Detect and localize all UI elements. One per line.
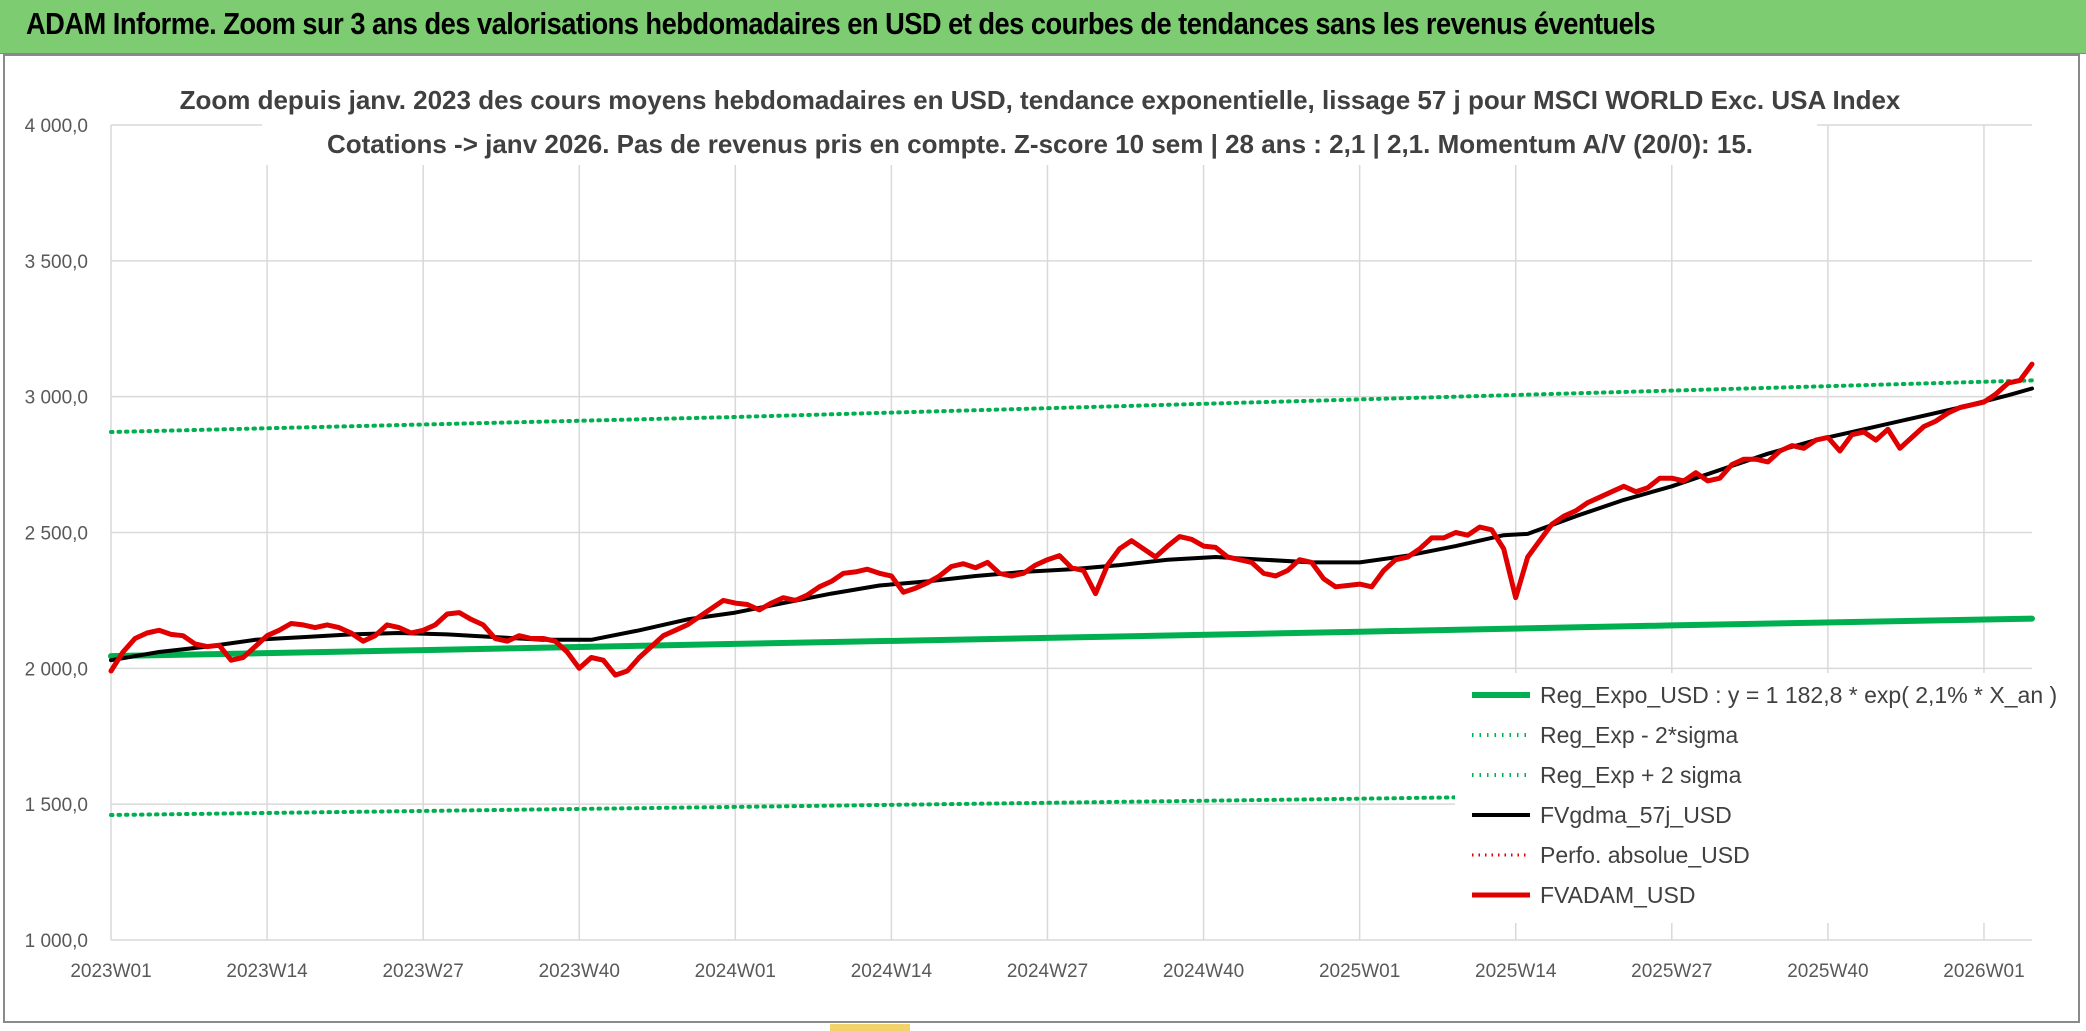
x-tick-label: 2025W01 bbox=[1319, 961, 1400, 982]
banner-title: ADAM Informe. Zoom sur 3 ans des valoris… bbox=[26, 6, 1656, 41]
y-tick-label: 1 000,0 bbox=[25, 931, 88, 952]
y-axis-tick-labels: 1 000,0 1 500,0 2 000,0 2 500,0 3 000,0 3 500… bbox=[25, 116, 88, 952]
x-tick-label: 2023W27 bbox=[382, 961, 463, 982]
x-tick-label: 2026W01 bbox=[1943, 961, 2024, 982]
title-background bbox=[262, 79, 1817, 165]
legend-label: Reg_Exp - 2*sigma bbox=[1540, 722, 1738, 748]
legend-label: Reg_Exp + 2 sigma bbox=[1540, 762, 1742, 788]
x-tick-label: 2024W01 bbox=[695, 961, 776, 982]
legend: Reg_Expo_USD : y = 1 182,8 * exp( 2,1% *… bbox=[1455, 673, 2057, 923]
x-axis-tick-labels: 2023W01 2023W14 2023W27 2023W40 2024W01 2024W… bbox=[70, 961, 2024, 982]
y-tick-label: 1 500,0 bbox=[25, 795, 88, 816]
x-tick-label: 2023W01 bbox=[70, 961, 151, 982]
chart-title-line2: Cotations -> janv 2026. Pas de revenus p… bbox=[327, 129, 1753, 159]
x-tick-label: 2023W40 bbox=[539, 961, 620, 982]
legend-label: Perfo. absolue_USD bbox=[1540, 842, 1750, 868]
grid-lines bbox=[110, 124, 2032, 941]
chart-title-line1: Zoom depuis janv. 2023 des cours moyens … bbox=[180, 85, 1901, 115]
y-tick-label: 4 000,0 bbox=[25, 116, 88, 137]
x-tick-label: 2025W40 bbox=[1787, 961, 1868, 982]
x-tick-label: 2024W40 bbox=[1163, 961, 1244, 982]
fvgdma-line bbox=[109, 386, 2034, 663]
y-tick-label: 2 500,0 bbox=[25, 524, 88, 545]
x-tick-label: 2024W14 bbox=[851, 961, 933, 982]
chart-frame bbox=[3, 54, 2080, 1023]
title-banner: ADAM Informe. Zoom sur 3 ans des valoris… bbox=[0, 0, 2086, 54]
x-tick-label: 2025W14 bbox=[1475, 961, 1557, 982]
x-tick-label: 2024W27 bbox=[1007, 961, 1088, 982]
y-tick-label: 3 000,0 bbox=[25, 388, 88, 409]
x-tick-label: 2025W27 bbox=[1631, 961, 1712, 982]
x-tick-label: 2023W14 bbox=[226, 961, 308, 982]
legend-label: Reg_Expo_USD : y = 1 182,8 * exp( 2,1% *… bbox=[1540, 682, 2057, 708]
bottom-accent-bar bbox=[830, 1024, 910, 1031]
legend-label: FVgdma_57j_USD bbox=[1540, 802, 1732, 828]
legend-background bbox=[1455, 673, 2045, 923]
y-tick-label: 2 000,0 bbox=[25, 659, 88, 680]
reg-expo-line bbox=[108, 615, 2035, 660]
fvadam-line bbox=[108, 361, 2035, 678]
legend-label: FVADAM_USD bbox=[1540, 882, 1696, 908]
sigma-plus-line bbox=[109, 378, 2034, 434]
y-tick-label: 3 500,0 bbox=[25, 252, 88, 273]
